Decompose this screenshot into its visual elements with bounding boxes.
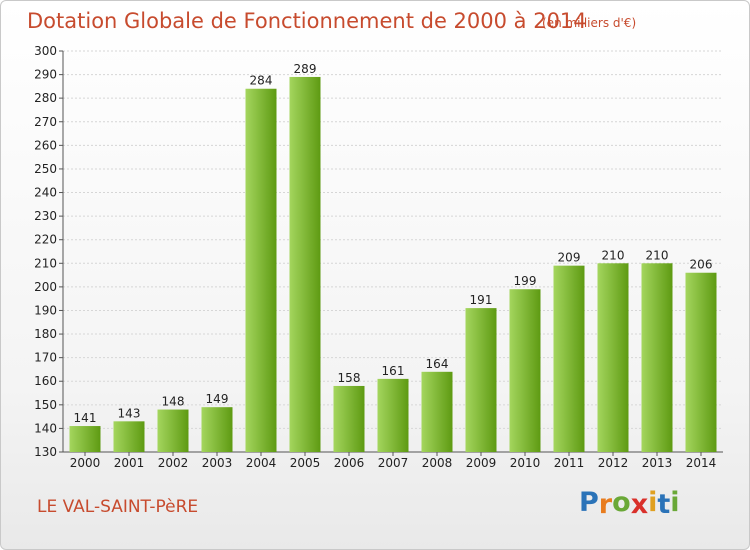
data-label: 148 — [162, 395, 185, 409]
data-label: 164 — [426, 357, 449, 371]
proxiti-logo: Proxiti — [579, 487, 680, 520]
data-label: 158 — [338, 371, 361, 385]
bar-2001 — [113, 421, 145, 452]
bar-2013 — [641, 263, 673, 452]
chart-title: Dotation Globale de Fonctionnement de 20… — [27, 9, 587, 33]
x-tick-label: 2005 — [290, 456, 321, 470]
data-label: 284 — [250, 74, 273, 88]
y-tick-label: 160 — [34, 374, 57, 388]
x-tick-label: 2010 — [510, 456, 541, 470]
bar-2012 — [597, 263, 629, 452]
x-tick-label: 2000 — [70, 456, 101, 470]
data-label: 199 — [514, 274, 537, 288]
y-tick-label: 280 — [34, 91, 57, 105]
data-label: 141 — [74, 411, 97, 425]
y-tick-label: 290 — [34, 68, 57, 82]
y-tick-label: 150 — [34, 398, 57, 412]
place-name: LE VAL-SAINT-PèRE — [37, 497, 199, 517]
x-tick-label: 2006 — [334, 456, 365, 470]
bar-2004 — [245, 88, 277, 452]
y-tick-label: 230 — [34, 209, 57, 223]
y-tick-label: 240 — [34, 186, 57, 200]
x-tick-label: 2003 — [202, 456, 233, 470]
x-tick-label: 2004 — [246, 456, 277, 470]
logo-letter: r — [598, 489, 613, 520]
data-label: 149 — [206, 392, 229, 406]
data-label: 143 — [118, 406, 141, 420]
bar-2011 — [553, 265, 585, 452]
data-label: 209 — [558, 251, 581, 265]
y-tick-label: 210 — [34, 256, 57, 270]
x-tick-label: 2002 — [158, 456, 189, 470]
x-tick-label: 2012 — [598, 456, 629, 470]
x-tick-label: 2011 — [554, 456, 585, 470]
data-label: 289 — [294, 62, 317, 76]
bar-2008 — [421, 371, 453, 452]
bar-2003 — [201, 407, 233, 452]
bar-2007 — [377, 378, 409, 452]
y-tick-label: 180 — [34, 327, 57, 341]
data-labels: 141 143 148 149 284 289 158 161 164 191 199 209 210 2… — [74, 62, 713, 425]
bar-2009 — [465, 308, 497, 452]
y-tick-label: 140 — [34, 421, 57, 435]
logo-letter: o — [612, 487, 631, 518]
bar-2000 — [69, 426, 101, 452]
data-label: 210 — [646, 248, 669, 262]
data-label: 161 — [382, 364, 405, 378]
x-tick-label: 2007 — [378, 456, 409, 470]
x-tick-label: 2008 — [422, 456, 453, 470]
y-tick-label: 190 — [34, 303, 57, 317]
x-tick-label: 2013 — [642, 456, 673, 470]
chart-unit-note: (en milliers d'€) — [542, 16, 637, 30]
y-tick-label: 220 — [34, 233, 57, 247]
y-tick-label: 300 — [34, 44, 57, 58]
y-tick-label: 130 — [34, 445, 57, 459]
y-tick-labels: 130 140 150 160 170 180 190 200 210 220 230 240 250 2… — [34, 44, 57, 459]
y-tick-label: 170 — [34, 351, 57, 365]
logo-letter: P — [579, 487, 599, 518]
logo-letter: i — [670, 487, 680, 518]
bar-2006 — [333, 385, 365, 452]
bar-2010 — [509, 289, 541, 452]
x-tick-label: 2001 — [114, 456, 145, 470]
bars — [69, 76, 717, 453]
data-label: 210 — [602, 248, 625, 262]
x-tick-label: 2014 — [686, 456, 717, 470]
y-tick-label: 200 — [34, 280, 57, 294]
y-tick-label: 270 — [34, 115, 57, 129]
logo-letter: i — [648, 487, 658, 518]
x-tick-labels: 2000 2001 2002 2003 2004 2005 2006 2007 2008 2009… — [70, 452, 717, 470]
y-tick-label: 250 — [34, 162, 57, 176]
logo-letter: t — [657, 489, 671, 520]
data-label: 206 — [690, 258, 713, 272]
bar-2002 — [157, 409, 189, 452]
y-tick-label: 260 — [34, 138, 57, 152]
bar-2005 — [289, 76, 321, 453]
x-tick-label: 2009 — [466, 456, 497, 470]
data-label: 191 — [470, 293, 493, 307]
logo-letter: x — [630, 489, 649, 520]
bar-2014 — [685, 272, 717, 452]
